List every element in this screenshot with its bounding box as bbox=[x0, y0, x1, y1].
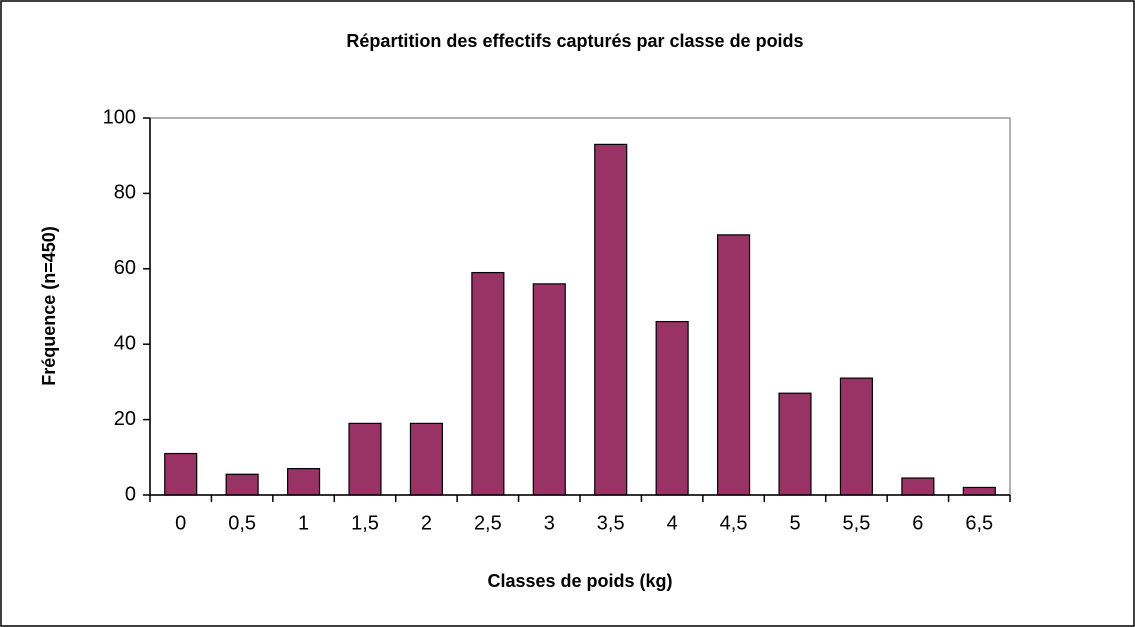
y-tick-label: 20 bbox=[114, 408, 136, 430]
y-tick-label: 40 bbox=[114, 332, 136, 354]
bar bbox=[225, 473, 259, 496]
bar bbox=[962, 486, 996, 496]
y-tick-label: 0 bbox=[125, 483, 136, 505]
bar bbox=[348, 422, 382, 496]
y-tick-label: 60 bbox=[114, 257, 136, 279]
bar bbox=[716, 234, 751, 496]
bar bbox=[164, 452, 198, 496]
bar bbox=[287, 468, 321, 496]
x-tick-label: 2,5 bbox=[474, 512, 502, 534]
x-tick-label: 3 bbox=[544, 512, 555, 534]
bar bbox=[655, 320, 689, 496]
bar bbox=[532, 283, 566, 496]
x-tick-label: 0 bbox=[175, 512, 186, 534]
x-tick-label: 2 bbox=[421, 512, 432, 534]
bar bbox=[594, 143, 628, 496]
x-tick-label: 6 bbox=[912, 512, 923, 534]
bar bbox=[839, 377, 874, 496]
x-tick-label: 1,5 bbox=[351, 512, 379, 534]
y-tick-label: 80 bbox=[114, 182, 136, 204]
x-tick-label: 4,5 bbox=[720, 512, 748, 534]
y-tick-label: 100 bbox=[103, 106, 136, 128]
x-tick-label: 5,5 bbox=[843, 512, 871, 534]
x-tick-label: 4 bbox=[667, 512, 678, 534]
bar bbox=[778, 392, 812, 496]
x-tick-label: 0,5 bbox=[228, 512, 256, 534]
x-tick-label: 6,5 bbox=[965, 512, 993, 534]
bar bbox=[471, 271, 505, 496]
bar bbox=[409, 422, 444, 496]
chart-title: Répartition des effectifs capturés par c… bbox=[346, 31, 803, 51]
x-axis-label: Classes de poids (kg) bbox=[487, 571, 672, 591]
x-tick-label: 1 bbox=[298, 512, 309, 534]
bar bbox=[901, 477, 935, 496]
x-tick-label: 3,5 bbox=[597, 512, 625, 534]
x-tick-label: 5 bbox=[789, 512, 800, 534]
y-axis-label: Fréquence (n=450) bbox=[39, 226, 59, 386]
